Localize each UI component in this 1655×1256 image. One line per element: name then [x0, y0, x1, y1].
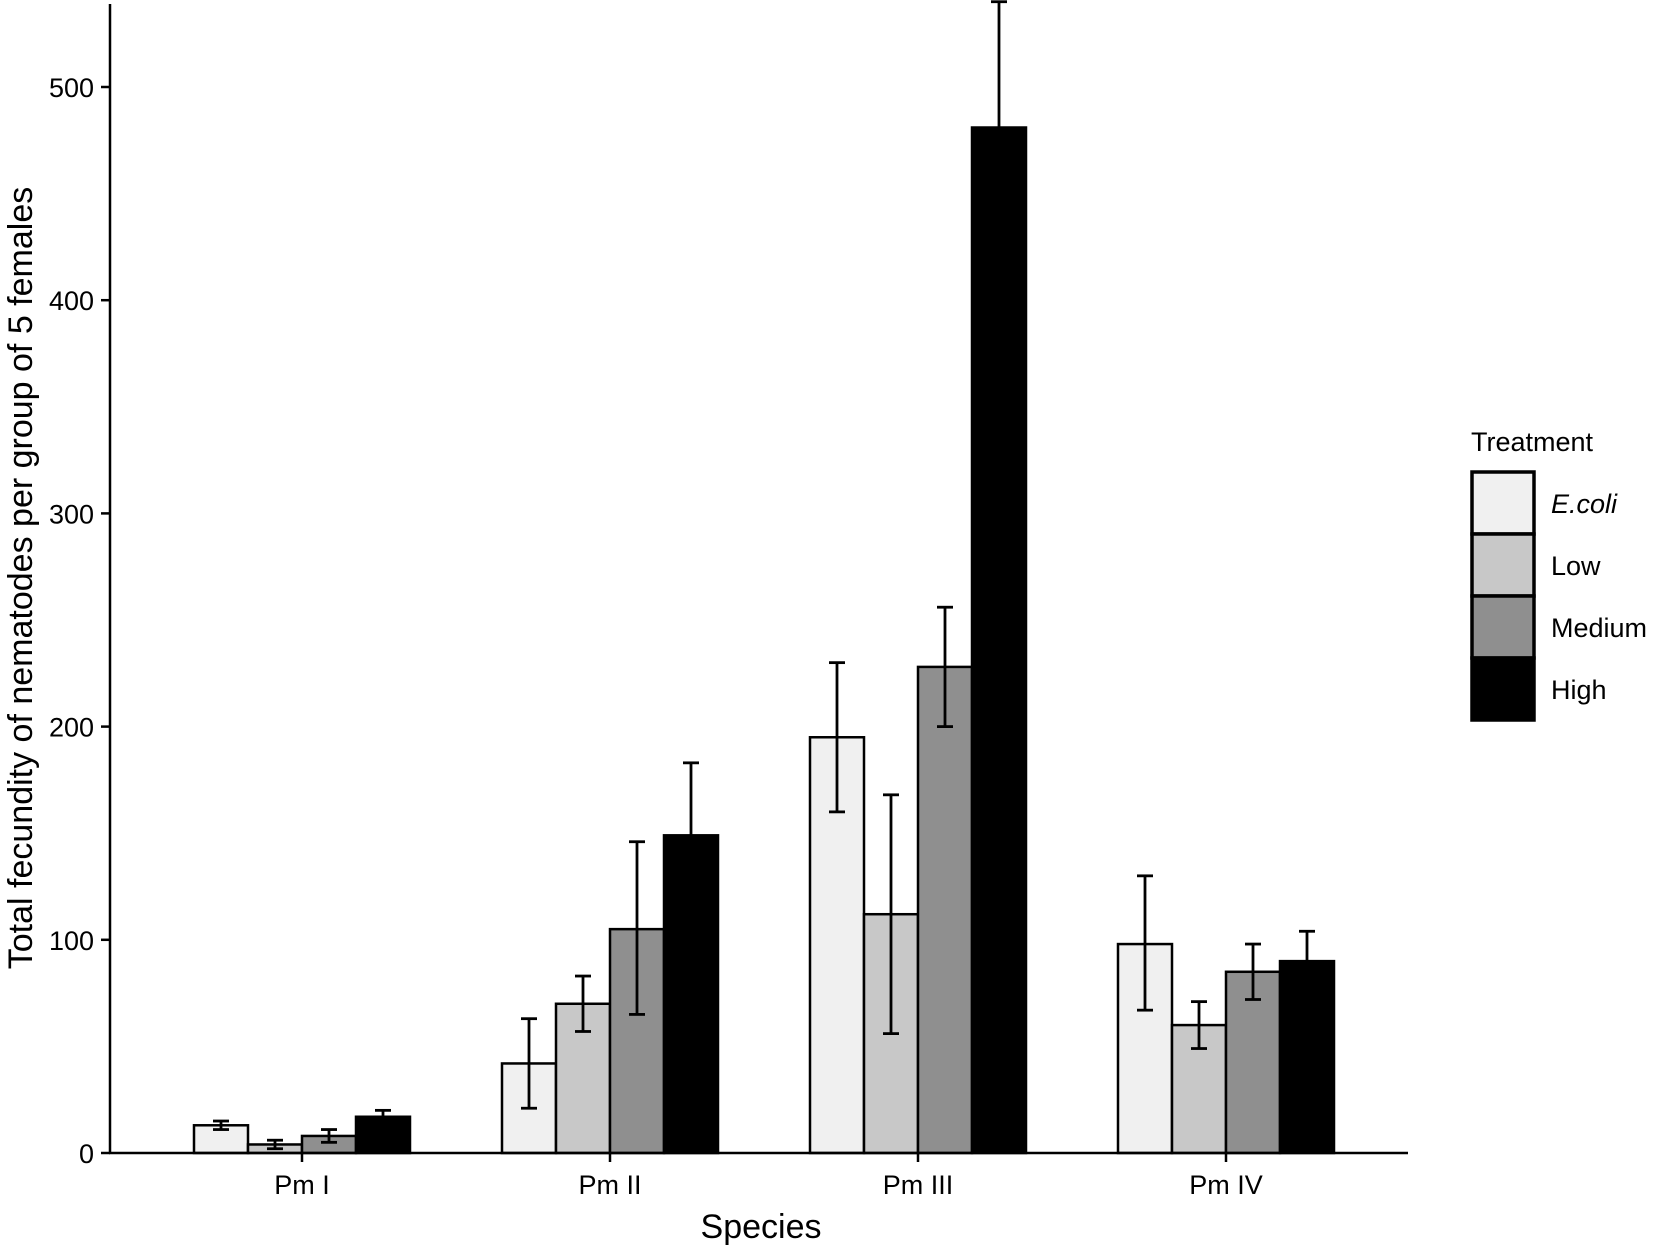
legend: Treatment E.coli Low Medium High — [1470, 427, 1647, 722]
error-bar-high-pm-i — [375, 1108, 391, 1125]
axes-layer: 0 100 200 300 400 500 Pm I Pm II Pm III Pm IV — [49, 4, 1408, 1200]
y-tick-label: 100 — [49, 926, 94, 956]
error-bar-low-pm-ii — [575, 974, 591, 1033]
legend-label-e-coli: E.coli — [1551, 489, 1618, 519]
legend-label-high: High — [1551, 675, 1607, 705]
error-bar-e-coli-pm-ii — [521, 1017, 537, 1110]
legend-key-medium — [1470, 594, 1536, 660]
bar-high-pm-iii — [970, 126, 1028, 1155]
x-tick-label: Pm IV — [1189, 1170, 1263, 1200]
bar-medium-pm-iii — [916, 665, 974, 1155]
y-tick-label: 200 — [49, 713, 94, 743]
error-bar-low-pm-i — [267, 1138, 283, 1151]
error-bar-e-coli-pm-i — [213, 1119, 229, 1131]
legend-key-low — [1470, 532, 1536, 598]
error-bar-low-pm-iv — [1191, 1000, 1207, 1050]
error-bar-e-coli-pm-iii — [829, 661, 845, 814]
legend-label-medium: Medium — [1551, 613, 1647, 643]
legend-label-low: Low — [1551, 551, 1601, 581]
legend-key-high — [1470, 656, 1536, 722]
y-tick-label: 500 — [49, 73, 94, 103]
legend-title: Treatment — [1471, 427, 1594, 457]
y-tick-label: 300 — [49, 499, 94, 529]
error-bar-medium-pm-iv — [1245, 942, 1261, 1001]
error-bar-low-pm-iii — [883, 793, 899, 1036]
error-bar-medium-pm-ii — [629, 840, 645, 1016]
x-tick-label: Pm III — [883, 1170, 954, 1200]
error-bar-high-pm-iii — [991, 0, 1007, 257]
error-bar-medium-pm-i — [321, 1128, 337, 1144]
error-bar-medium-pm-iii — [937, 605, 953, 728]
y-tick-label: 400 — [49, 286, 94, 316]
y-tick-label: 0 — [79, 1139, 94, 1169]
error-bar-high-pm-iv — [1299, 929, 1315, 991]
error-bar-e-coli-pm-iv — [1137, 874, 1153, 1012]
x-tick-label: Pm I — [274, 1170, 330, 1200]
bars-layer — [192, 126, 1336, 1155]
error-bars-layer — [213, 0, 1315, 1151]
legend-key-e-coli — [1470, 470, 1536, 536]
x-tick-label: Pm II — [578, 1170, 641, 1200]
x-axis-title: Species — [701, 1208, 822, 1246]
y-axis-title: Total fecundity of nematodes per group o… — [2, 187, 40, 969]
error-bar-high-pm-ii — [683, 761, 699, 908]
